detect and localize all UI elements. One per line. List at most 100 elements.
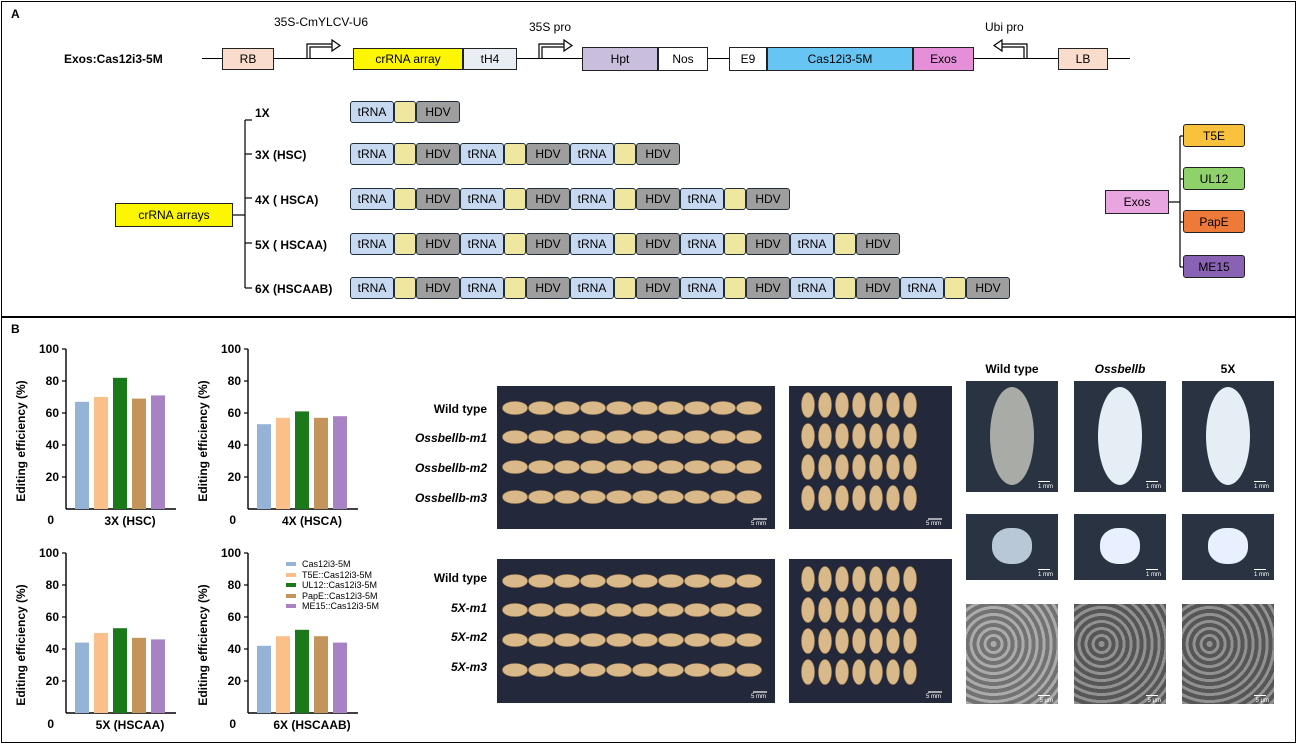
bar — [257, 424, 271, 509]
trna-segment: tRNA — [680, 277, 724, 299]
scale-bar-label: 1 mm — [1038, 572, 1053, 578]
legend-item: T5E::Cas12i3-5M — [286, 570, 379, 581]
trna-segment: tRNA — [350, 233, 394, 255]
grain-photo-wt-5x-widthwise — [789, 559, 952, 703]
y-tick-label: 40 — [46, 642, 60, 656]
zero-label: 0 — [229, 513, 236, 527]
hdv-segment: HDV — [416, 277, 460, 299]
y-axis-label: Editing efficiency (%) — [196, 584, 210, 705]
trna-segment: tRNA — [790, 277, 834, 299]
micrograph-cross: 1 mm — [966, 514, 1058, 580]
hdv-segment: HDV — [636, 277, 680, 299]
trna-segment: tRNA — [460, 277, 504, 299]
scale-bar — [1038, 481, 1050, 482]
y-tick-label: 60 — [46, 406, 60, 420]
spacer-segment — [504, 188, 526, 210]
legend-swatch — [286, 593, 296, 598]
legend-label: Cas12i3-5M — [302, 559, 351, 570]
chart-title: 5X (HSCAA) — [96, 718, 165, 732]
bar — [94, 633, 108, 713]
sem-texture — [966, 604, 1058, 704]
micro-column-header: Wild type — [985, 362, 1039, 376]
spacer-segment — [394, 143, 416, 165]
y-tick-label: 40 — [46, 438, 60, 452]
trna-segment: tRNA — [460, 188, 504, 210]
legend-item: UL12::Cas12i3-5M — [286, 580, 379, 591]
legend-swatch — [286, 604, 296, 609]
exos-variant-pape: PapE — [1183, 210, 1245, 233]
exos-variant-ul12: UL12 — [1183, 167, 1245, 190]
cross-section-image — [1208, 528, 1248, 564]
chart-title: 6X (HSCAAB) — [273, 718, 350, 732]
array-label: 5X ( HSCAA) — [255, 238, 328, 252]
hdv-segment: HDV — [416, 188, 460, 210]
trna-segment: tRNA — [570, 188, 614, 210]
hdv-segment: HDV — [636, 143, 680, 165]
trna-segment: tRNA — [460, 233, 504, 255]
array-label: 1X — [255, 106, 270, 120]
cas12i3-element: Cas12i3-5M — [767, 47, 913, 71]
spacer-segment — [614, 188, 636, 210]
y-tick-label: 60 — [228, 610, 242, 624]
trna-segment: tRNA — [570, 143, 614, 165]
spacer-segment — [504, 233, 526, 255]
nos-element: Nos — [658, 47, 708, 71]
micrograph-whole: 1 mm — [1182, 381, 1274, 492]
th4-element: tH4 — [463, 48, 517, 70]
spacer-segment — [944, 277, 966, 299]
grain-image — [1098, 387, 1142, 485]
trna-segment: tRNA — [350, 277, 394, 299]
bar-chart-4: 20 40 60 80 100 0 6X (HSCAAB) Editing efficienc… — [196, 546, 358, 732]
exos-element: Exos — [913, 47, 974, 71]
chart-title: 3X (HSC) — [104, 514, 155, 528]
scale-bar — [1038, 569, 1050, 570]
scale-bar-label: 5 mm — [751, 521, 766, 527]
panel-a: A Exos:Cas12i3-5M RB crRNA array tH4 Hpt… — [1, 1, 1296, 317]
grain-image — [1206, 387, 1250, 485]
bar — [333, 642, 347, 713]
bar — [151, 395, 165, 509]
y-tick-label: 20 — [46, 674, 60, 688]
legend-item: ME15::Cas12i3-5M — [286, 601, 379, 612]
bar — [314, 636, 328, 713]
grain-row-label: Ossbellb-m3 — [414, 491, 487, 505]
trna-segment: tRNA — [900, 277, 944, 299]
micrograph-sem: 5 μm — [966, 604, 1058, 704]
y-tick-label: 20 — [46, 470, 60, 484]
y-axis-label: Editing efficiency (%) — [14, 584, 28, 705]
spacer-segment — [614, 277, 636, 299]
spacer-segment — [834, 277, 856, 299]
hdv-segment: HDV — [966, 277, 1010, 299]
scale-bar-label: 5 mm — [926, 694, 941, 700]
scale-bar-label: 5 μm — [1039, 698, 1053, 704]
hdv-segment: HDV — [526, 233, 570, 255]
legend-label: ME15::Cas12i3-5M — [302, 601, 380, 612]
y-tick-label: 80 — [228, 374, 242, 388]
grain-row-label: Wild type — [433, 402, 487, 416]
spacer-segment — [724, 277, 746, 299]
spacer-segment — [724, 188, 746, 210]
sem-texture — [1074, 604, 1166, 704]
bar — [295, 411, 309, 509]
legend-swatch — [286, 583, 296, 588]
y-tick-label: 20 — [228, 470, 242, 484]
trna-segment: tRNA — [680, 233, 724, 255]
bar-chart-2: 20 40 60 80 100 0 4X (HSCA) Editing efficiency … — [196, 342, 358, 528]
crrna-bracket — [233, 119, 252, 289]
zero-label: 0 — [47, 513, 54, 527]
trna-segment: tRNA — [350, 143, 394, 165]
y-tick-label: 40 — [228, 642, 242, 656]
grain-photo-wt-mutants-widthwise — [789, 386, 952, 529]
scale-bar-label: 1 mm — [1146, 484, 1161, 490]
scale-bar-label: 5 mm — [751, 694, 766, 700]
trna-segment: tRNA — [460, 143, 504, 165]
y-tick-label: 60 — [46, 610, 60, 624]
zero-label: 0 — [47, 717, 54, 731]
y-tick-label: 40 — [228, 438, 242, 452]
hdv-segment: HDV — [636, 188, 680, 210]
micro-column-header: 5X — [1220, 362, 1236, 376]
bar — [276, 417, 290, 509]
array-label: 6X (HSCAAB) — [255, 282, 333, 296]
y-tick-label: 60 — [228, 406, 242, 420]
spacer-segment — [614, 233, 636, 255]
